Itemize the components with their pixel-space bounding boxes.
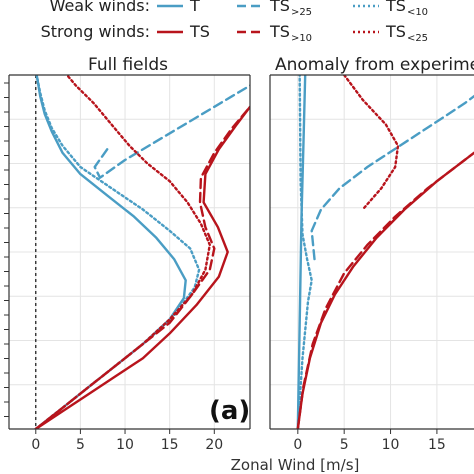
legend-weak-label: Weak winds:: [50, 0, 150, 15]
series-line-strong-TS>10: [296, 151, 474, 429]
panel-anomaly: 0 5 10 15: [269, 74, 474, 453]
legend-entry-sub: <10: [407, 7, 428, 18]
legend-entry-weak-1: TS>25: [269, 0, 312, 18]
panel-title-anomaly: Anomaly from experime: [275, 55, 474, 75]
panel-title-full-fields: Full fields: [88, 55, 168, 75]
panel-letter: (a): [209, 396, 250, 426]
panel-full-fields: 0 5 10 15 20: [4, 74, 251, 453]
series-line-strong-TS<25: [34, 75, 211, 429]
legend-entry-strong-0: TS: [189, 22, 210, 41]
x-tick-label: 5: [76, 437, 85, 453]
legend-entry-sub: <25: [407, 33, 428, 44]
x-tick-label: 5: [340, 437, 349, 453]
legend-strong-label: Strong winds:: [41, 22, 150, 41]
legend-entry-sub: >25: [291, 7, 312, 18]
x-tick-label: 10: [116, 437, 134, 453]
x-tick-label: 15: [428, 437, 446, 453]
legend-entries: T TS>25 TS<10 TS TS>10 TS<25: [157, 0, 428, 44]
series-group: [34, 75, 250, 429]
series-line-weak-TS>25: [93, 84, 250, 179]
x-tick-label: 20: [205, 437, 223, 453]
legend-entry-weak-0: T: [189, 0, 200, 15]
x-tick-label: 15: [161, 437, 179, 453]
legend-entry-sub: >10: [291, 33, 312, 44]
series-line-weak-TS<10: [296, 75, 313, 429]
series-line-strong-TS: [34, 105, 250, 429]
x-axis-label: Zonal Wind [m/s]: [231, 456, 360, 474]
x-tick-label: 0: [31, 437, 40, 453]
series-line-strong-TS: [296, 151, 474, 429]
x-tick-label: 10: [382, 437, 400, 453]
series-line-weak-TS>25: [310, 94, 474, 261]
legend-entry-weak-2: TS<10: [385, 0, 428, 18]
legend-entry-strong-1: TS>10: [269, 22, 312, 44]
legend-entry-strong-2: TS<25: [385, 22, 428, 44]
series-line-strong-TS>10: [34, 105, 250, 429]
x-tick-label: 0: [293, 437, 302, 453]
series-group: [296, 75, 474, 429]
series-line-strong-TS<25: [343, 75, 400, 211]
